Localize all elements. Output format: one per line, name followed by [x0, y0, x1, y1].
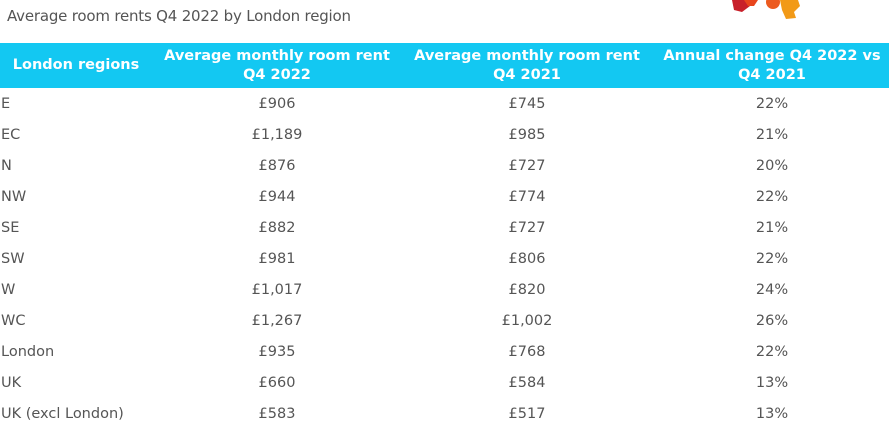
brand-logo-icon — [732, 0, 800, 19]
value-cell: £985 — [508, 126, 546, 143]
value-cell: £876 — [258, 157, 296, 174]
value-cell: 26% — [755, 312, 789, 329]
value-cell: £727 — [508, 219, 546, 236]
value-cell: £768 — [508, 343, 546, 360]
region-cell: WC — [1, 312, 26, 329]
region-cell: E — [1, 95, 11, 112]
column-header: Average monthly room rent Q4 2022 — [152, 43, 402, 88]
value-cell: £1,017 — [251, 281, 303, 298]
column-header: Average monthly room rent Q4 2021 — [402, 43, 652, 88]
value-cell: 22% — [755, 188, 789, 205]
rent-table: London regions Average monthly room rent … — [0, 43, 889, 429]
table-row: UK (excl London) £583 £517 13% — [0, 398, 889, 429]
region-cell: SE — [1, 219, 20, 236]
table-row: E £906 £745 22% — [0, 88, 889, 119]
value-cell: £774 — [508, 188, 546, 205]
region-cell: UK (excl London) — [1, 405, 124, 422]
table-row: EC £1,189 £985 21% — [0, 119, 889, 150]
table-row: N £876 £727 20% — [0, 150, 889, 181]
value-cell: 13% — [755, 405, 789, 422]
region-cell: SW — [1, 250, 25, 267]
value-cell: £583 — [258, 405, 296, 422]
column-header: Annual change Q4 2022 vs Q4 2021 — [652, 43, 889, 88]
value-cell: £935 — [258, 343, 296, 360]
header-row: London regions Average monthly room rent … — [0, 43, 889, 88]
region-cell: NW — [1, 188, 27, 205]
table-row: London £935 £768 22% — [0, 336, 889, 367]
value-cell: £1,267 — [251, 312, 303, 329]
region-cell: EC — [1, 126, 21, 143]
value-cell: £517 — [508, 405, 546, 422]
value-cell: £1,002 — [501, 312, 553, 329]
value-cell: £745 — [508, 95, 546, 112]
value-cell: £1,189 — [251, 126, 303, 143]
value-cell: 24% — [755, 281, 789, 298]
page-title: Average room rents Q4 2022 by London reg… — [7, 7, 351, 25]
table-row: W £1,017 £820 24% — [0, 274, 889, 305]
value-cell: 21% — [755, 219, 789, 236]
value-cell: 22% — [755, 343, 789, 360]
value-cell: £906 — [258, 95, 296, 112]
table-row: NW £944 £774 22% — [0, 181, 889, 212]
value-cell: 22% — [755, 95, 789, 112]
value-cell: £727 — [508, 157, 546, 174]
region-cell: London — [1, 343, 55, 360]
region-cell: N — [1, 157, 12, 174]
table-row: SE £882 £727 21% — [0, 212, 889, 243]
value-cell: 20% — [755, 157, 789, 174]
table-row: SW £981 £806 22% — [0, 243, 889, 274]
value-cell: £882 — [258, 219, 296, 236]
value-cell: £806 — [508, 250, 546, 267]
value-cell: £981 — [258, 250, 296, 267]
value-cell: £820 — [508, 281, 546, 298]
value-cell: 21% — [755, 126, 789, 143]
column-header: London regions — [0, 43, 152, 88]
value-cell: £584 — [508, 374, 546, 391]
value-cell: £660 — [258, 374, 296, 391]
table-row: WC £1,267 £1,002 26% — [0, 305, 889, 336]
value-cell: £944 — [258, 188, 296, 205]
region-cell: UK — [1, 374, 22, 391]
table-row: UK £660 £584 13% — [0, 367, 889, 398]
value-cell: 22% — [755, 250, 789, 267]
value-cell: 13% — [755, 374, 789, 391]
region-cell: W — [1, 281, 16, 298]
